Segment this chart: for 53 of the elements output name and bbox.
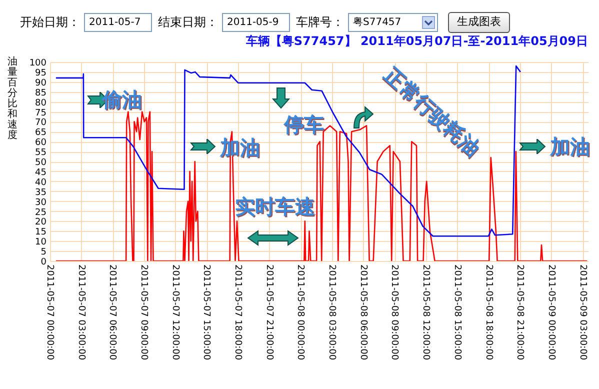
y-tick-label: 90	[35, 78, 47, 88]
x-tick-label: 2011-05-08 09:00:00	[389, 264, 400, 360]
y-tick-label: 95	[35, 68, 46, 78]
x-tick-label: 2011-05-07 09:00:00	[138, 264, 149, 360]
x-tick-label: 2011-05-07 12:00:00	[170, 264, 180, 360]
y-tick-label: 85	[35, 88, 46, 98]
y-tick-label: 50	[35, 158, 47, 168]
y-tick-label: 45	[35, 168, 46, 178]
text: 开始日期：	[20, 14, 80, 30]
y-tick-label: 5	[40, 248, 46, 258]
annotation: 实时车速	[235, 194, 315, 220]
x-tick-label: 2011-05-09 03:00:00	[577, 264, 588, 360]
x-tick-label: 2011-05-07 00:00:00	[44, 264, 54, 360]
text: 粤S77457	[353, 16, 402, 28]
line-series	[55, 65, 522, 237]
y-tick-label: 40	[35, 178, 47, 188]
chart-title: 车辆【粤S77457】 2011年05月07日-至-2011年05月09日	[244, 34, 588, 48]
y-tick-label: 55	[35, 148, 46, 158]
x-tick-label: 2011-05-09 00:00:00	[546, 264, 556, 360]
y-tick-label: 35	[35, 188, 46, 198]
x-tick-label: 2011-05-08 00:00:00	[295, 264, 306, 360]
y-tick-label: 80	[35, 98, 47, 108]
y-tick-label: 25	[35, 208, 46, 218]
y-tick-label: 100	[29, 58, 47, 68]
text: 2011-05-9	[227, 16, 279, 28]
y-tick-label: 30	[35, 198, 47, 208]
x-tick-label: 2011-05-08 21:00:00	[514, 264, 525, 360]
y-tick-label: 10	[35, 238, 47, 248]
y-tick-label: 65	[35, 128, 46, 138]
x-tick-label: 2011-05-08 18:00:00	[483, 264, 494, 360]
x-tick-label: 2011-05-07 18:00:00	[232, 264, 243, 360]
text: 结束日期：	[158, 14, 218, 30]
annotation: 加油	[550, 134, 590, 160]
y-tick-label: 15	[35, 228, 46, 238]
y-tick-label: 70	[35, 118, 47, 128]
x-tick-label: 2011-05-07 21:00:00	[264, 264, 274, 360]
x-tick-label: 2011-05-07 06:00:00	[107, 264, 118, 360]
x-tick-label: 2011-05-07 15:00:00	[201, 264, 212, 360]
x-tick-label: 2011-05-07 03:00:00	[76, 264, 86, 360]
text: 车牌号：	[296, 14, 344, 30]
x-tick-label: 2011-05-08 12:00:00	[420, 264, 431, 360]
y-tick-label: 60	[35, 138, 47, 148]
y-tick-label: 75	[35, 108, 46, 118]
annotation: 正常行驶耗油	[378, 62, 486, 162]
x-tick-label: 2011-05-08 06:00:00	[358, 264, 368, 360]
y-axis-title: 油量百分比和速度	[8, 56, 18, 141]
annotation: 停车	[284, 112, 324, 138]
x-tick-label: 2011-05-08 03:00:00	[326, 264, 337, 360]
text: 生成图表	[448, 12, 510, 32]
text: 2011-05-7	[89, 16, 141, 28]
y-tick-label: 0	[40, 258, 47, 268]
y-tick-label: 20	[35, 218, 47, 228]
x-tick-label: 2011-05-08 15:00:00	[452, 264, 462, 360]
